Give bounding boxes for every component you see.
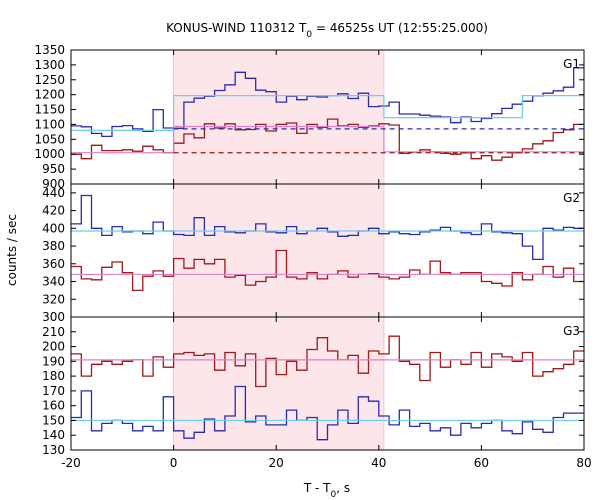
panel-frame <box>70 316 585 451</box>
highlight-interval <box>173 50 384 184</box>
y-axis-label: counts / sec <box>5 214 19 286</box>
series-red-step <box>71 118 584 161</box>
y-tick-label: 1150 <box>34 103 65 117</box>
y-tick-label: 1000 <box>34 147 65 161</box>
y-tick-label: 1100 <box>34 117 65 131</box>
x-tick-label: 20 <box>269 456 284 470</box>
x-axis-label-rest: , s <box>336 481 350 495</box>
y-tick-label: 160 <box>42 399 65 413</box>
panel-series <box>71 194 584 292</box>
x-tick-label: 60 <box>474 456 489 470</box>
y-tick-label: 1200 <box>34 88 65 102</box>
y-tick-label: 170 <box>42 384 65 398</box>
panel-label-g3: G3 <box>563 324 580 338</box>
y-tick-label: 320 <box>42 292 65 306</box>
y-axis-label-text: counts / sec <box>5 214 19 286</box>
y-tick-label: 900 <box>42 177 65 191</box>
panel-label-g1: G1 <box>563 57 580 71</box>
svg-text:KONUS-WIND 110312 T0 = 46525s: KONUS-WIND 110312 T0 = 46525s UT (12:55:… <box>166 21 488 40</box>
series-red-step <box>71 249 584 292</box>
y-tick-label: 130 <box>42 443 65 457</box>
y-tick-label: 1300 <box>34 58 65 72</box>
y-tick-label: 190 <box>42 354 65 368</box>
y-tick-label: 1250 <box>34 73 65 87</box>
chart-title-main: KONUS-WIND 110312 T <box>166 21 307 35</box>
y-tick-label: 1350 <box>34 43 65 57</box>
plot-panels: 90095010001050110011501200125013001350G1… <box>34 43 591 470</box>
panel-series <box>71 335 584 441</box>
y-tick-label: 380 <box>42 239 65 253</box>
svg-text:T - T0, s: T - T0, s <box>303 481 350 500</box>
y-tick-label: 440 <box>42 186 65 200</box>
y-tick-label: 210 <box>42 325 65 339</box>
panel-series <box>71 67 584 161</box>
panel-g2: 300 320 340 360 380 400 420 440 G2 <box>42 183 585 324</box>
x-axis-label-main: T - T <box>303 481 331 495</box>
y-tick-label: 340 <box>42 275 65 289</box>
x-tick-label: 0 <box>170 456 178 470</box>
x-axis-label-subscript: 0 <box>331 490 337 500</box>
highlight-interval <box>173 317 384 450</box>
series-blue-step <box>71 67 584 138</box>
x-axis-label: T - T0, s <box>303 481 350 500</box>
chart-title: KONUS-WIND 110312 T0 = 46525s UT (12:55:… <box>166 21 488 40</box>
y-tick-label: 950 <box>42 162 65 176</box>
y-tick-label: 300 <box>42 310 65 324</box>
x-tick-label: -20 <box>61 456 81 470</box>
series-blue-step <box>71 194 584 261</box>
x-tick-label: 80 <box>576 456 591 470</box>
y-tick-label: 150 <box>42 413 65 427</box>
x-tick-label: 40 <box>371 456 386 470</box>
y-tick-label: 400 <box>42 221 65 235</box>
y-tick-label: 180 <box>42 369 65 383</box>
chart-title-rest: = 46525s UT (12:55:25.000) <box>312 21 488 35</box>
y-tick-label: 360 <box>42 257 65 271</box>
panel-label-g2: G2 <box>563 191 580 205</box>
y-tick-label: 420 <box>42 204 65 218</box>
y-tick-label: 140 <box>42 428 65 442</box>
chart-title-subscript: 0 <box>306 30 312 40</box>
y-tick-label: 200 <box>42 340 65 354</box>
y-tick-label: 1050 <box>34 132 65 146</box>
series-pink-piecewise <box>71 125 584 154</box>
series-red-step <box>71 335 584 388</box>
series-cyan-piecewise <box>71 95 584 131</box>
